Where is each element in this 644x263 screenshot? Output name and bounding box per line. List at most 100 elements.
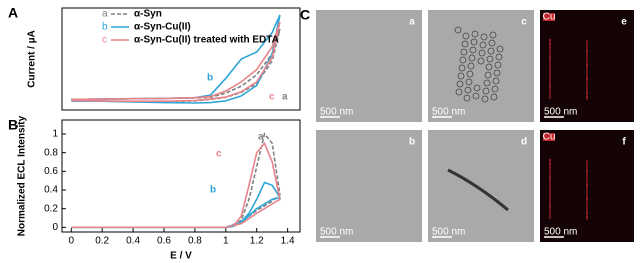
signal-dot [549, 43, 551, 45]
scale-bar-label: 500 nm [432, 227, 465, 238]
signal-dot [586, 210, 588, 212]
signal-dot [549, 159, 551, 161]
micrograph: a 500 nm [316, 10, 422, 122]
signal-dot [586, 82, 588, 84]
signal-dot [549, 45, 551, 47]
signal-dot [586, 60, 588, 62]
signal-dot [549, 71, 551, 73]
signal-dot [586, 190, 588, 192]
plot-frame [61, 119, 301, 233]
signal-dot [549, 193, 551, 195]
panel-letter: d [521, 137, 527, 148]
signal-dot [549, 59, 551, 61]
x-tick-label: 1.2 [250, 236, 264, 247]
micrograph: c 500 nm [428, 10, 534, 122]
scale-bar-label: 500 nm [320, 227, 353, 238]
signal-dot [586, 48, 588, 50]
aggregate [489, 31, 497, 39]
signal-dot [586, 192, 588, 194]
curve-label: c [216, 149, 222, 160]
aggregate [460, 48, 468, 56]
aggregate [467, 62, 475, 70]
signal-dot [549, 165, 551, 167]
signal-dot [549, 199, 551, 201]
legend-letter: c [102, 35, 107, 46]
signal-dot [586, 92, 588, 94]
scale-bar-label: 500 nm [544, 107, 577, 118]
signal-dot [586, 184, 588, 186]
signal-dot [586, 98, 588, 100]
signal-dot [586, 212, 588, 214]
series-line [71, 21, 281, 102]
y-tick-label: 0.8 [44, 147, 58, 158]
fibril [447, 168, 509, 212]
x-tick-label: 0.6 [157, 236, 171, 247]
signal-dot [549, 93, 551, 95]
signal-dot [586, 194, 588, 196]
x-tick-label: 1 [223, 236, 229, 247]
aggregate [458, 64, 466, 72]
aggregate [464, 86, 472, 94]
signal-dot [549, 189, 551, 191]
aggregate [459, 56, 467, 64]
aggregate [494, 61, 502, 69]
aggregate [486, 55, 494, 63]
signal-dot [586, 198, 588, 200]
signal-dot [586, 44, 588, 46]
signal-dot [586, 42, 588, 44]
signal-dot [586, 164, 588, 166]
signal-dot [549, 169, 551, 171]
signal-dot [549, 95, 551, 97]
signal-dot [586, 214, 588, 216]
signal-dot [586, 88, 588, 90]
signal-dot [549, 87, 551, 89]
series-line [71, 141, 281, 229]
y-axis-label: Current / µA [27, 30, 38, 87]
signal-dot [549, 203, 551, 205]
signal-dot [586, 218, 588, 220]
scale-bar-label: 500 nm [320, 107, 353, 118]
aggregate [490, 93, 498, 101]
signal-dot [586, 200, 588, 202]
signal-dot [549, 89, 551, 91]
signal-dot [549, 161, 551, 163]
x-tick-label: 0.4 [126, 236, 140, 247]
aggregate [492, 77, 500, 85]
legend-name: α-Syn-Cu(II) [134, 22, 191, 33]
signal-dot [549, 61, 551, 63]
aggregate [468, 54, 476, 62]
y-axis-label: Normalized ECL Intensity [17, 115, 28, 236]
signal-dot [586, 76, 588, 78]
x-tick-label: 0 [68, 236, 74, 247]
aggregate [484, 71, 492, 79]
aggregate [477, 57, 485, 65]
signal-dot [586, 96, 588, 98]
signal-dot [549, 217, 551, 219]
signal-dot [549, 65, 551, 67]
signal-dot [586, 170, 588, 172]
element-tag: Cu [543, 12, 556, 23]
x-tick-label: 0.8 [188, 236, 202, 247]
panel-letter: b [409, 137, 415, 148]
element-tag: Cu [543, 132, 556, 143]
signal-dot [549, 53, 551, 55]
signal-dot [586, 166, 588, 168]
aggregate [454, 26, 462, 34]
signal-dot [586, 216, 588, 218]
aggregate [482, 87, 490, 95]
signal-dot [586, 84, 588, 86]
aggregate [466, 70, 474, 78]
aggregate [471, 30, 479, 38]
signal-dot [549, 209, 551, 211]
signal-dot [586, 50, 588, 52]
signal-dot [549, 97, 551, 99]
signal-dot [549, 213, 551, 215]
signal-dot [586, 174, 588, 176]
signal-dot [586, 202, 588, 204]
aggregate [472, 92, 480, 100]
signal-dot [586, 168, 588, 170]
signal-dot [549, 211, 551, 213]
signal-dot [549, 175, 551, 177]
signal-dot [549, 85, 551, 87]
signal-dot [586, 78, 588, 80]
